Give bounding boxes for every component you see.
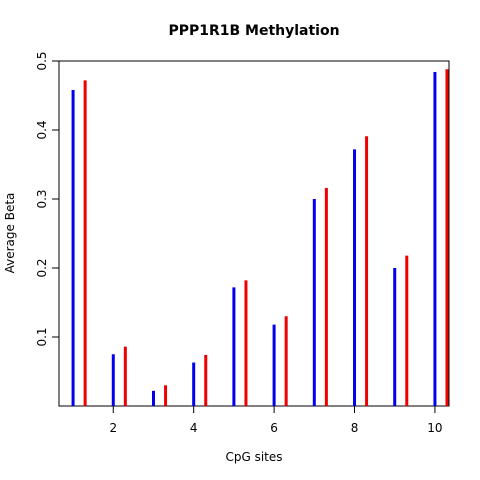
bars: [71, 69, 449, 406]
y-axis-label: Average Beta: [3, 193, 17, 274]
y-tick-label: 0.5: [35, 51, 49, 70]
plot-area: [58, 60, 450, 407]
x-tick-label: 10: [427, 421, 442, 435]
chart-title: PPP1R1B Methylation: [168, 23, 339, 39]
x-tick-label: 8: [351, 421, 359, 435]
x-tick-label: 6: [270, 421, 278, 435]
x-axis: 2 4 6 8 10: [109, 406, 443, 435]
x-tick-label: 2: [109, 421, 117, 435]
y-axis: 0.1 0.2 0.3 0.4 0.5: [35, 51, 59, 347]
plot-frame: [58, 60, 450, 407]
x-tick-label: 4: [190, 421, 198, 435]
y-tick-label: 0.1: [35, 327, 49, 346]
y-tick-label: 0.4: [35, 120, 49, 139]
y-tick-label: 0.3: [35, 189, 49, 208]
x-axis-label: CpG sites: [225, 450, 282, 464]
y-tick-label: 0.2: [35, 258, 49, 277]
